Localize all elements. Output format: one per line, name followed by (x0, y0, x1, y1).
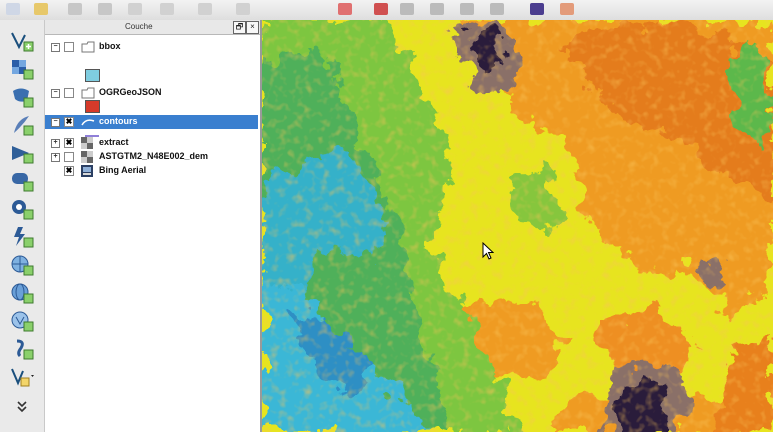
float-panel-button[interactable]: 🗗 (233, 21, 246, 34)
symbol-swatch-ogrgeojson[interactable] (85, 100, 100, 113)
edit-icon[interactable] (34, 3, 48, 15)
visibility-checkbox[interactable]: ✖ (64, 138, 74, 148)
layer-row-astgtm2[interactable]: + ASTGTM2_N48E002_dem (45, 150, 258, 164)
visibility-checkbox[interactable] (64, 42, 74, 52)
add-delimited-text-icon[interactable] (8, 224, 36, 250)
label-icon[interactable] (430, 3, 444, 15)
add-vector-icon[interactable] (8, 28, 36, 54)
collapse-toggle[interactable]: − (51, 43, 60, 52)
raster-layer-icon (81, 137, 93, 151)
visibility-checkbox[interactable] (64, 88, 74, 98)
add-postgis-icon[interactable] (8, 84, 36, 110)
layer-name: ASTGTM2_N48E002_dem (99, 151, 209, 161)
pan-icon[interactable] (6, 3, 20, 15)
measure-icon[interactable] (160, 3, 174, 15)
layer-name: extract (99, 137, 129, 147)
add-wcs-icon[interactable] (8, 280, 36, 306)
save-icon[interactable] (68, 3, 82, 15)
add-wms-icon[interactable] (8, 252, 36, 278)
vector-layer-icon (81, 87, 95, 101)
refresh-icon[interactable] (236, 3, 250, 15)
add-db2-icon[interactable] (8, 196, 36, 222)
layer-row-extract[interactable]: + ✖ extract (45, 136, 258, 150)
close-panel-button[interactable]: × (246, 21, 259, 34)
collapse-toggle[interactable]: − (51, 118, 60, 127)
layers-panel: Couche 🗗 × − bbox − OGRGeoJSON − ✖ (45, 20, 262, 432)
layer-name: OGRGeoJSON (99, 87, 162, 97)
layer-name: bbox (99, 41, 121, 51)
new-layer-icon[interactable] (8, 364, 36, 390)
grid-icon[interactable] (560, 3, 574, 15)
layer-row-ogrgeojson[interactable]: − OGRGeoJSON (45, 86, 258, 100)
add-wfs-icon[interactable] (8, 308, 36, 334)
add-raster-icon[interactable] (8, 56, 36, 82)
add-gps-icon[interactable] (8, 336, 36, 362)
web-layer-icon (81, 165, 93, 179)
vector-layer-icon (81, 41, 95, 55)
layer-row-bbox[interactable]: − bbox (45, 40, 258, 54)
layer-name: Bing Aerial (99, 165, 147, 175)
symbol-swatch-bbox[interactable] (85, 69, 100, 82)
top-toolbar (0, 0, 773, 21)
map-canvas[interactable] (262, 20, 773, 432)
collapse-toggle[interactable]: − (51, 89, 60, 98)
print-icon[interactable] (490, 3, 504, 15)
pin-icon[interactable] (374, 3, 388, 15)
data-source-toolbar (0, 20, 45, 432)
expand-toggle[interactable]: + (51, 139, 60, 148)
layer-style-icon[interactable] (338, 3, 352, 15)
mouse-cursor-icon (482, 242, 494, 260)
visibility-checkbox[interactable]: ✖ (64, 117, 74, 127)
zoom-icon[interactable] (98, 3, 112, 15)
line-layer-icon (81, 117, 95, 129)
layers-panel-titlebar: Couche 🗗 × (45, 20, 260, 35)
add-spatialite-icon[interactable] (8, 112, 36, 138)
line-symbol-swatch[interactable] (85, 135, 99, 137)
raster-layer-icon (81, 151, 93, 165)
plugin-icon[interactable] (530, 3, 544, 15)
expand-toggle[interactable]: + (51, 153, 60, 162)
add-mssql-icon[interactable] (8, 140, 36, 166)
eye-icon[interactable] (400, 3, 414, 15)
layout-icon[interactable] (460, 3, 474, 15)
visibility-checkbox[interactable] (64, 152, 74, 162)
dem-raster (262, 20, 773, 432)
more-tools-icon[interactable] (8, 394, 36, 420)
add-oracle-icon[interactable] (8, 168, 36, 194)
layers-panel-title: Couche (125, 22, 153, 31)
select-icon[interactable] (128, 3, 142, 15)
layer-row-bing-aerial[interactable]: ✖ Bing Aerial (45, 164, 258, 178)
layer-row-contours[interactable]: − ✖ contours (45, 115, 258, 129)
layer-name: contours (99, 116, 138, 126)
visibility-checkbox[interactable]: ✖ (64, 166, 74, 176)
identify-icon[interactable] (198, 3, 212, 15)
